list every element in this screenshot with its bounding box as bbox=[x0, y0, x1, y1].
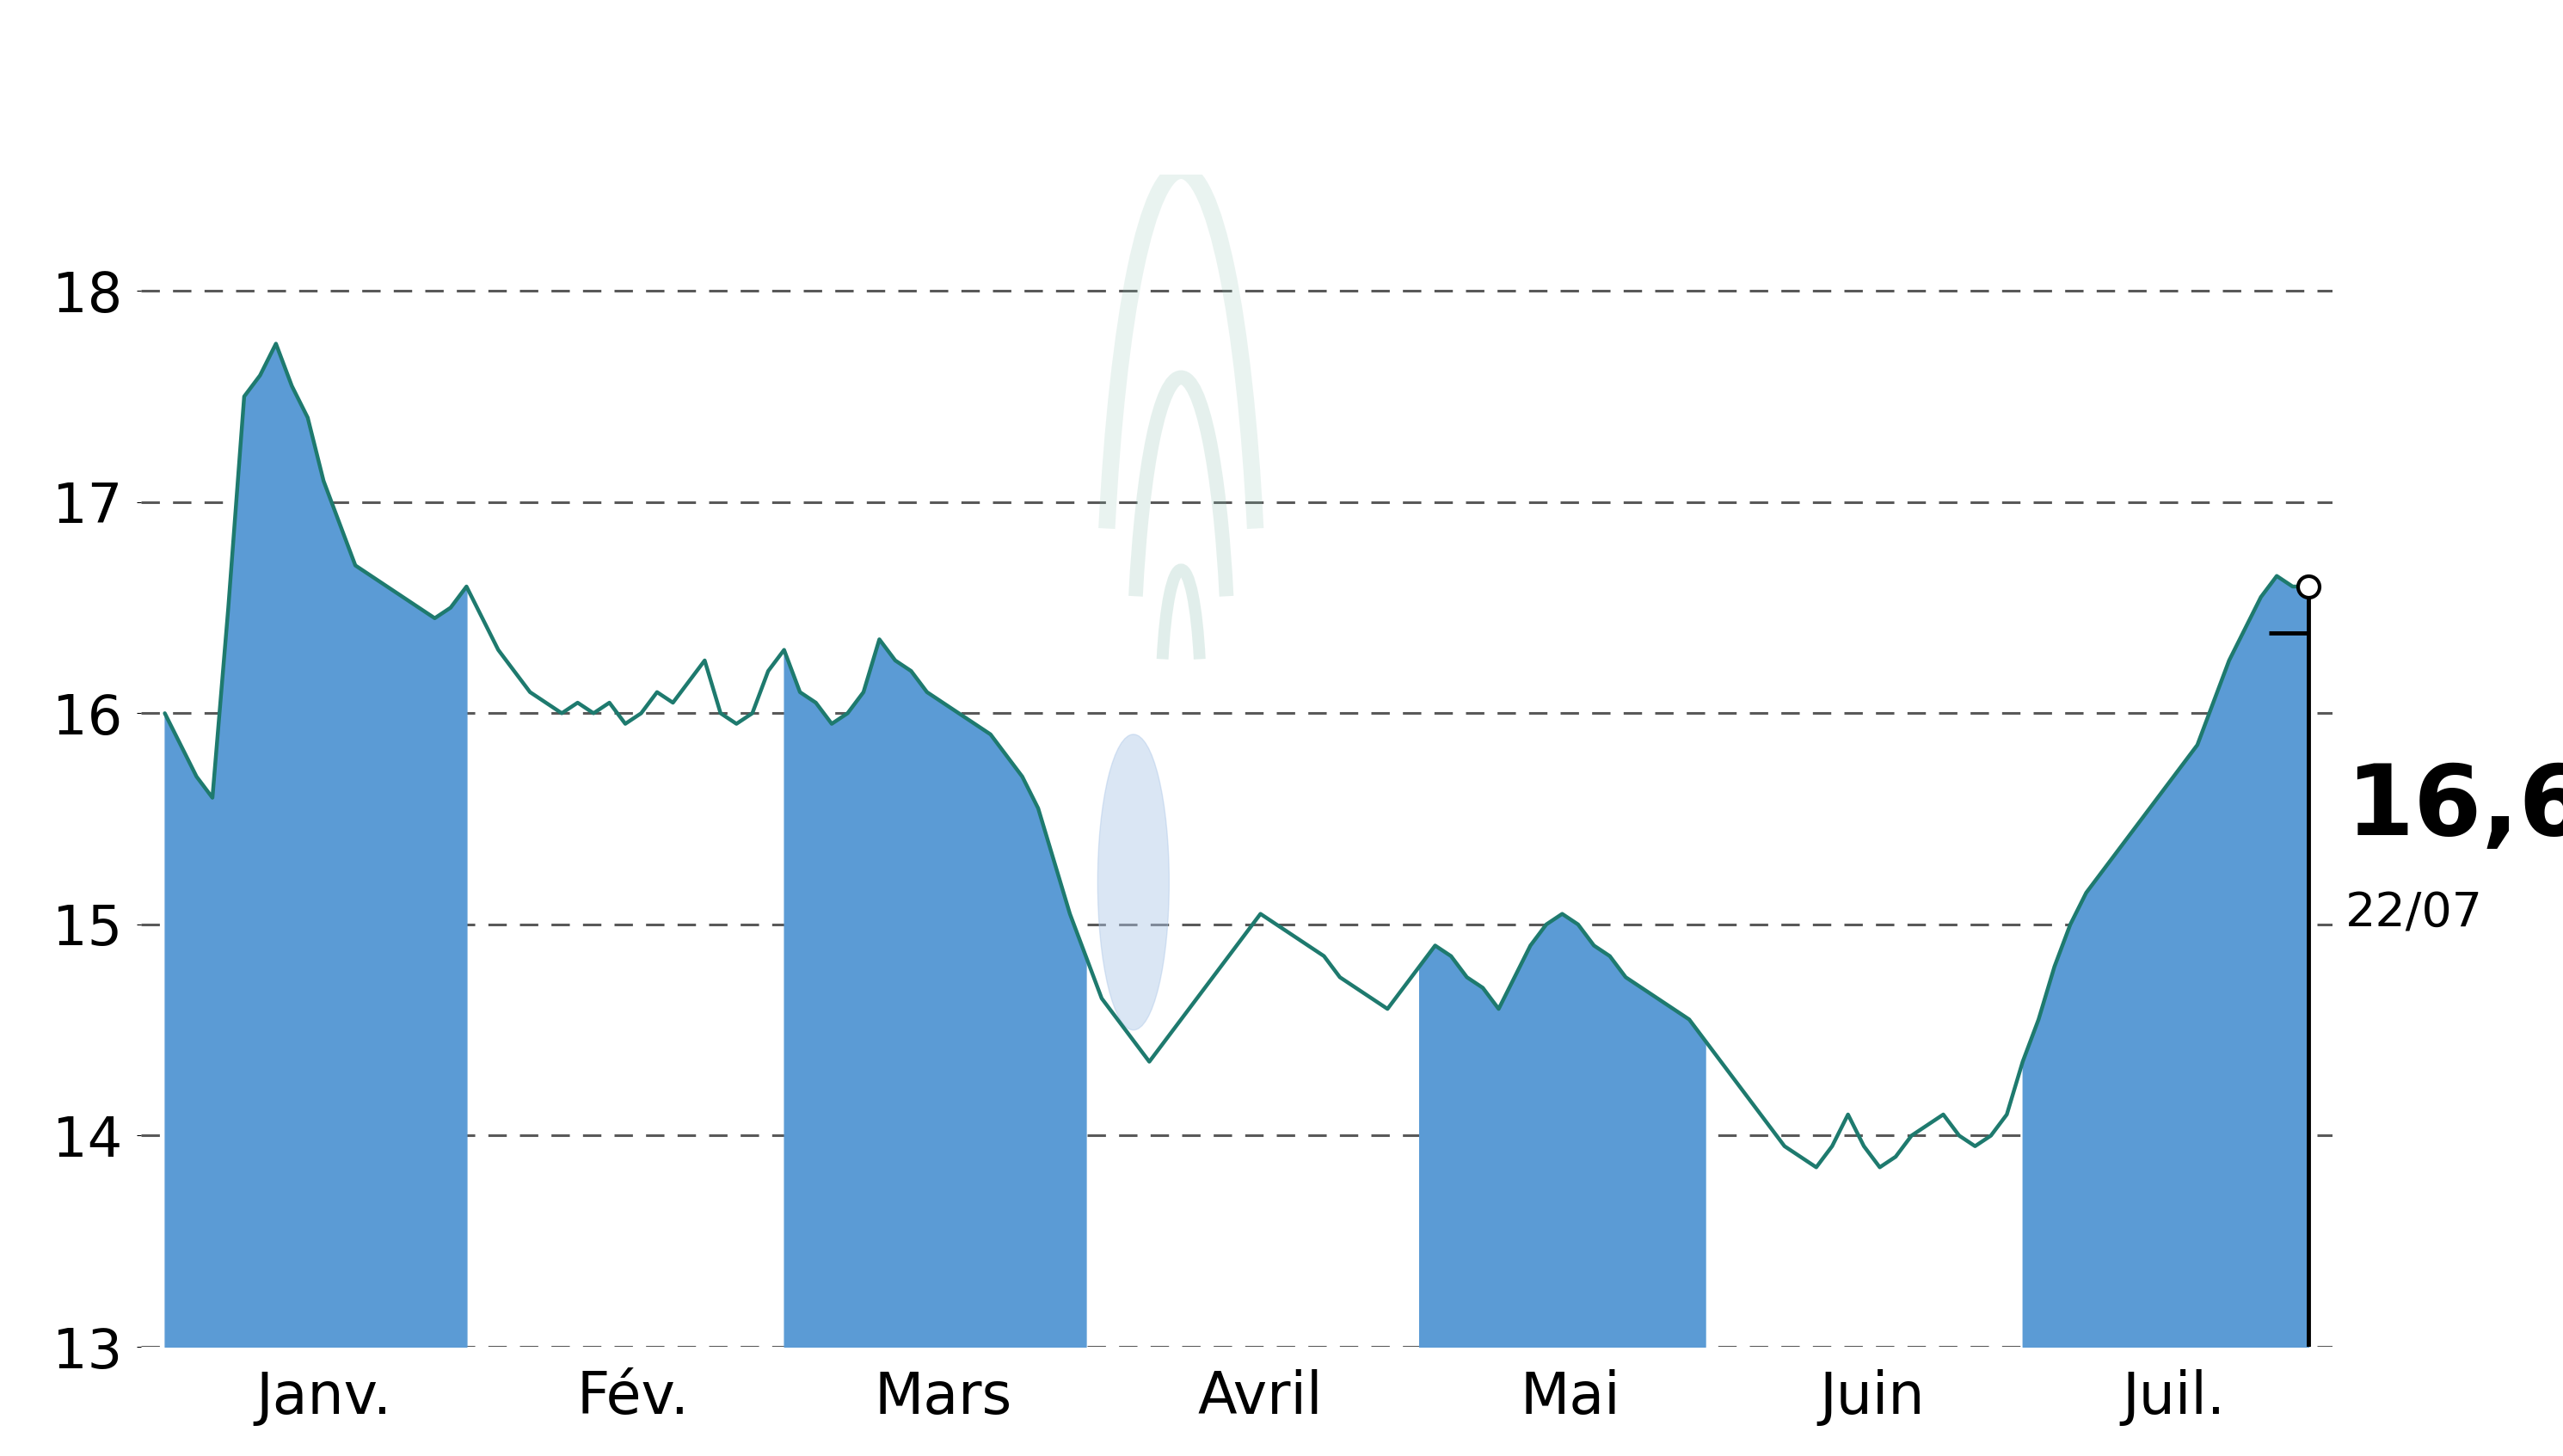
Text: 22/07: 22/07 bbox=[2345, 891, 2484, 938]
Ellipse shape bbox=[1097, 734, 1169, 1029]
Text: EUROBIO-SCIENTIFIC: EUROBIO-SCIENTIFIC bbox=[615, 22, 1948, 131]
Text: 16,60: 16,60 bbox=[2345, 760, 2563, 856]
